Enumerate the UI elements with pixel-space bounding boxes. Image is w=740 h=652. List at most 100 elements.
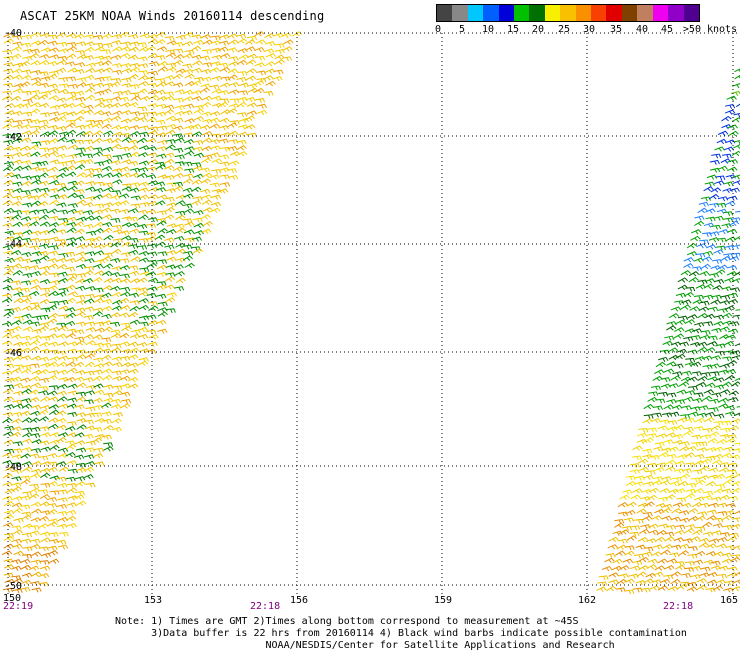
wind-barb — [716, 237, 727, 243]
wind-barb — [83, 104, 94, 110]
wind-barb — [698, 201, 710, 207]
wind-barb — [154, 234, 166, 240]
wind-barb — [40, 140, 51, 146]
wind-barb — [147, 38, 159, 45]
wind-barb — [659, 578, 671, 585]
wind-barb — [730, 556, 740, 563]
wind-barb — [75, 462, 87, 468]
wind-barb — [182, 178, 194, 184]
wind-barb — [668, 446, 679, 452]
wind-barb — [718, 229, 729, 235]
wind-barb — [721, 488, 732, 494]
wind-barb — [157, 301, 168, 307]
wind-barb — [58, 355, 69, 361]
wind-barb — [647, 494, 658, 501]
wind-barb — [65, 515, 77, 522]
wind-barb — [684, 319, 696, 325]
wind-barb — [21, 447, 33, 453]
wind-barb — [598, 575, 609, 581]
wind-barb — [148, 70, 159, 76]
wind-barb — [21, 90, 32, 96]
wind-barb — [165, 144, 176, 150]
wind-barb — [128, 101, 139, 108]
wind-barb — [656, 433, 668, 439]
wind-barb — [47, 545, 58, 551]
wind-barb — [4, 257, 15, 264]
wind-barb — [708, 306, 719, 312]
wind-barb — [256, 70, 267, 76]
wind-barb — [712, 285, 723, 291]
wind-barb — [29, 221, 40, 227]
wind-barb — [703, 490, 714, 496]
wind-barb — [693, 294, 704, 300]
wind-barb — [31, 460, 42, 467]
wind-barb — [31, 251, 42, 257]
wind-barb — [156, 220, 167, 226]
wind-barb — [65, 266, 76, 272]
wind-barb — [3, 509, 15, 516]
wind-barb — [3, 165, 14, 172]
wind-barb — [145, 223, 157, 229]
wind-barb — [30, 237, 41, 243]
wind-barb — [614, 518, 625, 524]
wind-barb — [692, 299, 703, 305]
wind-barb — [210, 40, 221, 46]
wind-barb — [246, 102, 258, 108]
wind-barb — [727, 124, 738, 130]
wind-barb — [734, 377, 740, 382]
wind-barb — [39, 348, 51, 354]
wind-barb — [210, 194, 222, 200]
wind-barb — [244, 124, 256, 130]
wind-barb — [164, 81, 176, 87]
wind-barb — [20, 538, 32, 544]
wind-barb — [713, 278, 725, 285]
wind-barb — [39, 221, 51, 227]
wind-barb — [101, 418, 112, 424]
lat-label--42: -42 — [4, 132, 22, 143]
wind-barb — [636, 571, 647, 577]
wind-barb — [128, 160, 139, 167]
wind-barb — [39, 493, 51, 500]
wind-barb — [74, 139, 85, 145]
wind-barb — [618, 573, 629, 579]
wind-barb — [664, 531, 675, 537]
wind-barb — [734, 74, 740, 80]
wind-barb — [704, 347, 716, 353]
wind-barb — [85, 180, 96, 187]
wind-barb — [683, 396, 694, 402]
wind-barb — [155, 55, 166, 61]
wind-barb — [93, 383, 104, 389]
wind-barb — [74, 404, 85, 410]
wind-barb — [676, 348, 688, 355]
wind-barb — [730, 350, 740, 356]
wind-barb — [40, 537, 51, 543]
wind-barb — [67, 341, 79, 347]
wind-barb — [138, 63, 149, 69]
wind-barb — [20, 564, 32, 571]
wind-barb — [722, 524, 733, 530]
wind-barb — [702, 232, 713, 237]
wind-barb — [67, 208, 78, 214]
wind-barb — [75, 340, 86, 346]
wind-barb — [120, 89, 132, 96]
wind-barb — [675, 488, 686, 494]
wind-barb — [686, 445, 697, 452]
wind-barb — [700, 196, 712, 202]
wind-barb — [92, 412, 103, 418]
wind-barb — [700, 458, 712, 465]
wind-barb — [101, 165, 113, 172]
wind-barb — [48, 532, 59, 538]
wind-barb — [191, 95, 203, 102]
wind-barb — [11, 214, 22, 220]
wind-barb — [92, 334, 103, 340]
wind-barb — [164, 276, 175, 282]
wind-barb — [48, 188, 59, 194]
wind-barb — [246, 132, 258, 138]
wind-barb — [39, 565, 51, 571]
wind-barb — [666, 321, 677, 327]
wind-barb — [92, 147, 103, 153]
wind-barb — [665, 459, 676, 465]
wind-barb — [21, 175, 32, 181]
wind-barb — [101, 49, 112, 55]
wind-barb — [647, 433, 658, 439]
